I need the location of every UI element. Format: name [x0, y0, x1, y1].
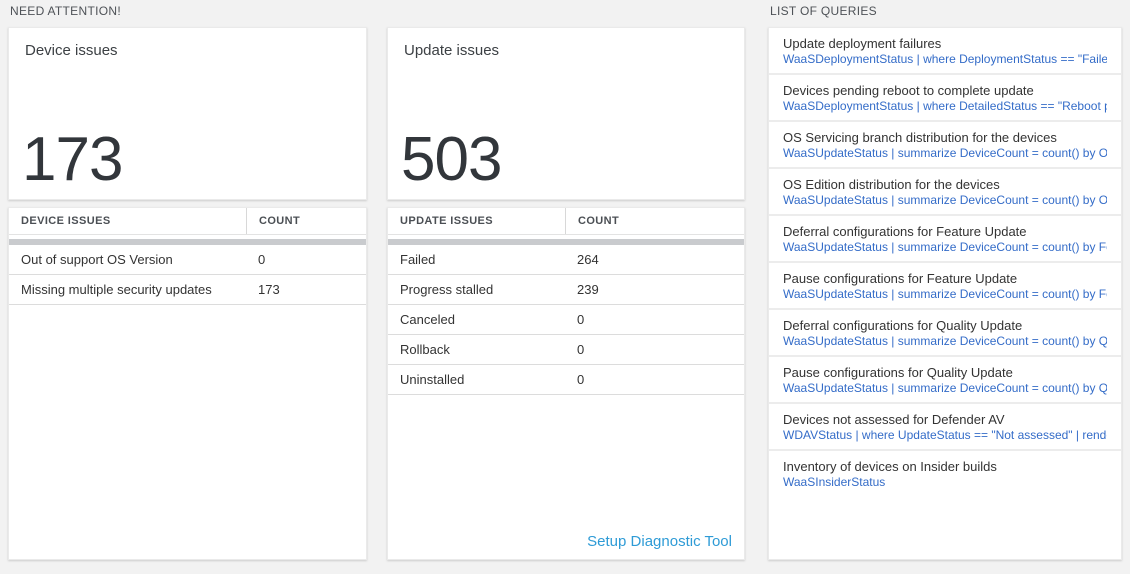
- query-code-link: WaaSDeploymentStatus | where DetailedSta…: [783, 99, 1107, 113]
- row-count: 0: [577, 312, 585, 327]
- device-table-header-issues: DEVICE ISSUES: [21, 215, 111, 227]
- update-table-header: UPDATE ISSUES COUNT: [388, 208, 744, 235]
- query-list-item[interactable]: Deferral configurations for Quality Upda…: [769, 310, 1121, 357]
- query-code-link: WaaSUpdateStatus | summarize DeviceCount…: [783, 287, 1107, 301]
- table-row[interactable]: Progress stalled 239: [388, 275, 744, 305]
- device-issues-tile[interactable]: Device issues 173: [8, 27, 367, 200]
- query-list-panel: Update deployment failures WaaSDeploymen…: [768, 27, 1122, 560]
- row-count: 0: [577, 342, 585, 357]
- device-issues-table: DEVICE ISSUES COUNT Out of support OS Ve…: [8, 207, 367, 560]
- update-issues-count: 503: [401, 125, 502, 194]
- query-list-item[interactable]: OS Servicing branch distribution for the…: [769, 122, 1121, 169]
- row-label: Failed: [400, 252, 436, 267]
- device-table-header-count: COUNT: [246, 208, 366, 234]
- query-title: Update deployment failures: [783, 36, 942, 51]
- query-list-item[interactable]: Inventory of devices on Insider builds W…: [769, 451, 1121, 496]
- query-title: Deferral configurations for Quality Upda…: [783, 318, 1023, 333]
- query-code-link: WaaSUpdateStatus | summarize DeviceCount…: [783, 381, 1107, 395]
- query-code-link: WaaSUpdateStatus | summarize DeviceCount…: [783, 146, 1107, 160]
- horizontal-scrollbar[interactable]: [9, 239, 366, 245]
- query-code-link: WaaSUpdateStatus | summarize DeviceCount…: [783, 334, 1107, 348]
- query-code-link: WaaSDeploymentStatus | where DeploymentS…: [783, 52, 1107, 66]
- query-list-item[interactable]: Devices not assessed for Defender AV WDA…: [769, 404, 1121, 451]
- update-issues-tile[interactable]: Update issues 503: [387, 27, 745, 200]
- query-list-item[interactable]: Deferral configurations for Feature Upda…: [769, 216, 1121, 263]
- query-title: Devices pending reboot to complete updat…: [783, 83, 1034, 98]
- row-count: 264: [577, 252, 599, 267]
- row-count: 0: [577, 372, 585, 387]
- query-code-link: WaaSInsiderStatus: [783, 475, 886, 489]
- row-count: 239: [577, 282, 599, 297]
- query-list-item[interactable]: Pause configurations for Feature Update …: [769, 263, 1121, 310]
- row-label: Missing multiple security updates: [21, 282, 212, 297]
- horizontal-scrollbar[interactable]: [388, 239, 744, 245]
- query-list-item[interactable]: Pause configurations for Quality Update …: [769, 357, 1121, 404]
- query-list-item[interactable]: OS Edition distribution for the devices …: [769, 169, 1121, 216]
- setup-diagnostic-tool-link[interactable]: Setup Diagnostic Tool: [587, 533, 732, 550]
- device-table-header: DEVICE ISSUES COUNT: [9, 208, 366, 235]
- query-title: Pause configurations for Feature Update: [783, 271, 1018, 286]
- query-code-link: WDAVStatus | where UpdateStatus == "Not …: [783, 428, 1107, 442]
- row-count: 0: [258, 252, 266, 267]
- table-row[interactable]: Rollback 0: [388, 335, 744, 365]
- row-label: Uninstalled: [400, 372, 465, 387]
- row-label: Out of support OS Version: [21, 252, 173, 267]
- query-title: OS Edition distribution for the devices: [783, 177, 1000, 192]
- list-of-queries-header: LIST OF QUERIES: [770, 4, 877, 18]
- table-row[interactable]: Canceled 0: [388, 305, 744, 335]
- query-title: Inventory of devices on Insider builds: [783, 459, 997, 474]
- update-issues-table: UPDATE ISSUES COUNT Failed 264 Progress …: [387, 207, 745, 560]
- device-issues-count: 173: [22, 125, 123, 194]
- update-issues-tile-title: Update issues: [404, 42, 500, 59]
- table-row[interactable]: Uninstalled 0: [388, 365, 744, 395]
- table-row[interactable]: Failed 264: [388, 245, 744, 275]
- query-code-link: WaaSUpdateStatus | summarize DeviceCount…: [783, 193, 1107, 207]
- device-issues-tile-title: Device issues: [25, 42, 118, 59]
- need-attention-header: NEED ATTENTION!: [10, 4, 121, 18]
- table-row[interactable]: Missing multiple security updates 173: [9, 275, 366, 305]
- query-code-link: WaaSUpdateStatus | summarize DeviceCount…: [783, 240, 1107, 254]
- query-list-item[interactable]: Devices pending reboot to complete updat…: [769, 75, 1121, 122]
- query-title: Pause configurations for Quality Update: [783, 365, 1013, 380]
- query-title: Devices not assessed for Defender AV: [783, 412, 1005, 427]
- query-title: OS Servicing branch distribution for the…: [783, 130, 1057, 145]
- update-table-header-count: COUNT: [565, 208, 744, 234]
- row-count: 173: [258, 282, 280, 297]
- row-label: Canceled: [400, 312, 455, 327]
- update-table-header-issues: UPDATE ISSUES: [400, 215, 494, 227]
- query-title: Deferral configurations for Feature Upda…: [783, 224, 1027, 239]
- row-label: Rollback: [400, 342, 450, 357]
- table-row[interactable]: Out of support OS Version 0: [9, 245, 366, 275]
- row-label: Progress stalled: [400, 282, 494, 297]
- query-list-item[interactable]: Update deployment failures WaaSDeploymen…: [769, 28, 1121, 75]
